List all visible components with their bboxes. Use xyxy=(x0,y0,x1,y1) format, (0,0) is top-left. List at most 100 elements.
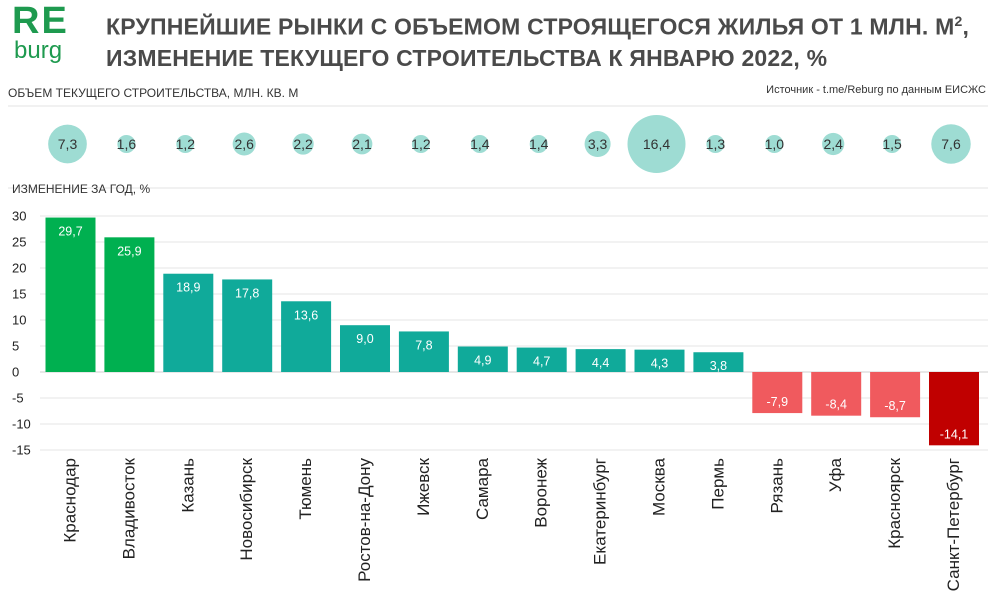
category-label: Санкт-Петербург xyxy=(944,458,963,591)
bar-value-label: 4,9 xyxy=(474,354,491,368)
volume-bubble-label: 7,6 xyxy=(941,136,961,152)
volume-bubble-label: 1,4 xyxy=(529,136,549,152)
category-label: Ростов-на-Дону xyxy=(355,458,374,582)
y-tick-label: 20 xyxy=(12,261,26,276)
volume-bubble-label: 1,3 xyxy=(706,136,726,152)
y-tick-label: 25 xyxy=(12,235,26,250)
bar xyxy=(634,349,685,372)
volume-bubble-label: 1,5 xyxy=(882,136,902,152)
volume-bubble xyxy=(529,135,548,153)
bar xyxy=(870,372,921,418)
bar-value-label: 13,6 xyxy=(294,308,318,322)
bar-value-label: 17,8 xyxy=(235,286,259,300)
category-label: Ижевск xyxy=(414,457,433,515)
logo-burg-text: burg xyxy=(14,37,63,64)
bar xyxy=(457,346,508,372)
volume-bubble xyxy=(883,135,902,153)
title-superscript: 2 xyxy=(954,13,963,29)
source-note: Источник - t.me/Reburg по данным ЕИСЖС xyxy=(766,84,986,96)
volume-bubble xyxy=(232,132,256,156)
title-line-1: КРУПНЕЙШИЕ РЫНКИ С ОБЪЕМОМ СТРОЯЩЕГОСЯ Ж… xyxy=(106,6,986,43)
bar xyxy=(45,217,96,372)
y-tick-label: 30 xyxy=(12,209,26,224)
bar xyxy=(398,331,449,372)
bar xyxy=(104,237,155,372)
volume-bubble-label: 1,2 xyxy=(176,136,196,152)
bar xyxy=(811,372,862,416)
category-label: Уфа xyxy=(826,457,845,492)
volume-bubble-label: 2,2 xyxy=(293,136,313,152)
volume-bubble-label: 16,4 xyxy=(643,136,670,152)
title-line-1-comma: , xyxy=(962,13,970,40)
category-label: Екатеринбург xyxy=(591,458,610,565)
bar-value-label: -8,7 xyxy=(884,399,906,413)
category-label: Москва xyxy=(650,457,669,516)
y-tick-label: -5 xyxy=(12,391,24,406)
volume-bubble-label: 1,2 xyxy=(411,136,431,152)
volume-bubble xyxy=(584,130,611,158)
volume-bubble xyxy=(292,133,314,155)
bar-value-label: 4,4 xyxy=(592,356,609,370)
volume-bubble xyxy=(822,132,845,156)
category-label: Казань xyxy=(178,458,197,513)
volume-bubble xyxy=(411,135,430,153)
volume-bubble xyxy=(351,133,373,155)
title-line-1-main: КРУПНЕЙШИЕ РЫНКИ С ОБЪЕМОМ СТРОЯЩЕГОСЯ Ж… xyxy=(106,13,955,40)
volume-subtitle: ОБЪЕМ ТЕКУЩЕГО СТРОИТЕЛЬСТВА, МЛН. КВ. М xyxy=(8,86,299,100)
category-label: Новосибирск xyxy=(237,457,256,560)
y-tick-label: -15 xyxy=(12,443,31,458)
y-axis-label: ИЗМЕНЕНИЕ ЗА ГОД, % xyxy=(12,182,150,196)
volume-bubble-label: 2,6 xyxy=(234,136,254,152)
volume-bubble-label: 7,3 xyxy=(58,136,78,152)
y-tick-label: 0 xyxy=(12,365,19,380)
volume-bubble xyxy=(470,135,489,153)
volume-bubble-label: 1,4 xyxy=(470,136,490,152)
category-label: Рязань xyxy=(767,458,786,514)
category-label: Краснодар xyxy=(61,458,80,543)
bar xyxy=(163,273,214,372)
logo-re-text: RE xyxy=(12,0,69,42)
category-label: Владивосток xyxy=(119,457,138,559)
volume-bubble xyxy=(706,135,725,153)
y-tick-label: 10 xyxy=(12,313,26,328)
bar-value-label: 4,3 xyxy=(651,357,668,371)
bar-value-label: 7,8 xyxy=(415,338,432,352)
bar-value-label: 25,9 xyxy=(117,244,141,258)
bar xyxy=(929,372,979,446)
title-line-2: ИЗМЕНЕНИЕ ТЕКУЩЕГО СТРОИТЕЛЬСТВА К ЯНВАР… xyxy=(106,44,828,71)
bar xyxy=(281,301,332,372)
bar-value-label: 29,7 xyxy=(58,225,82,239)
y-tick-label: -10 xyxy=(12,417,31,432)
volume-bubble xyxy=(931,124,971,164)
bar-value-label: 9,0 xyxy=(356,332,373,346)
volume-bubble xyxy=(765,135,784,153)
bar-value-label: 4,7 xyxy=(533,355,550,369)
category-label: Воронеж xyxy=(532,457,551,527)
y-tick-label: 5 xyxy=(12,339,19,354)
bar-value-label: -14,1 xyxy=(940,427,969,441)
category-label: Красноярск xyxy=(885,457,904,548)
bar xyxy=(516,347,567,372)
volume-bubble xyxy=(48,124,87,164)
volume-bubble-label: 2,4 xyxy=(823,136,843,152)
bar xyxy=(222,279,273,372)
volume-bubble-label: 1,0 xyxy=(765,136,785,152)
volume-bubble xyxy=(176,135,195,153)
bar-value-label: 18,9 xyxy=(176,281,200,295)
bar-value-label: -8,4 xyxy=(825,398,847,412)
bar-value-label: 3,8 xyxy=(710,359,727,373)
bar xyxy=(693,352,744,372)
chart-title: КРУПНЕЙШИЕ РЫНКИ С ОБЪЕМОМ СТРОЯЩЕГОСЯ Ж… xyxy=(106,6,986,74)
reburg-logo: RE burg xyxy=(12,0,82,64)
volume-bubble-label: 2,1 xyxy=(352,136,372,152)
bar xyxy=(752,372,803,414)
bar-value-label: -7,9 xyxy=(767,395,789,409)
volume-bubble xyxy=(117,134,136,154)
volume-bubble-label: 3,3 xyxy=(588,136,608,152)
y-tick-label: 15 xyxy=(12,287,26,302)
category-label: Тюмень xyxy=(296,458,315,520)
category-label: Пермь xyxy=(708,458,727,510)
category-label: Самара xyxy=(473,457,492,520)
volume-bubble xyxy=(627,115,686,173)
